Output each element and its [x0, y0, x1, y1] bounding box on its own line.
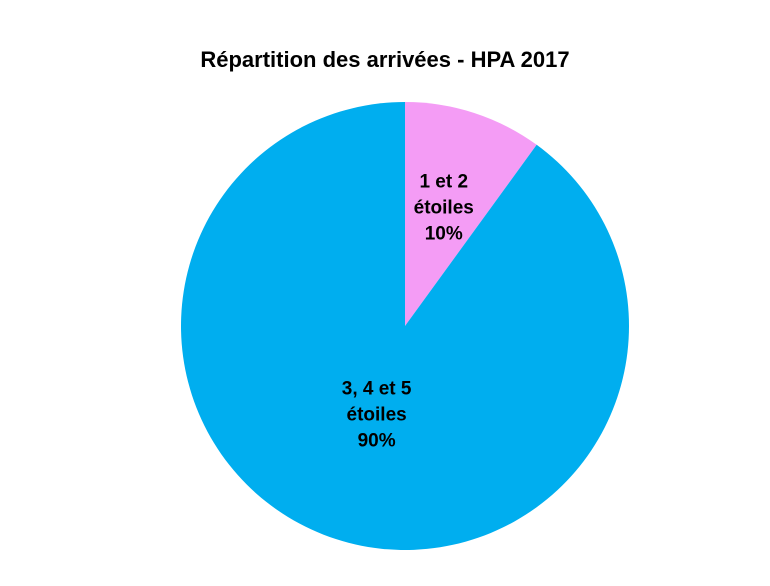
pie-slices [181, 102, 630, 550]
pie-slice-0 [405, 102, 537, 326]
slice-category-label: 3, 4 et 5 [342, 378, 412, 399]
chart-title: Répartition des arrivées - HPA 2017 [200, 47, 570, 72]
slice-label-0: 1 et 2 étoiles 10% [414, 172, 474, 245]
slice-percent-label: 10% [425, 224, 463, 245]
slice-category-label: étoiles [414, 198, 474, 219]
pie-slice-1 [181, 102, 630, 550]
slice-category-label: 1 et 2 [419, 172, 468, 193]
pie-labels: 1 et 2 étoiles 10% 3, 4 et 5 étoiles 90% [342, 172, 474, 452]
slice-label-1: 3, 4 et 5 étoiles 90% [342, 378, 412, 451]
slice-category-label: étoiles [347, 404, 407, 425]
slice-percent-label: 90% [358, 430, 396, 451]
